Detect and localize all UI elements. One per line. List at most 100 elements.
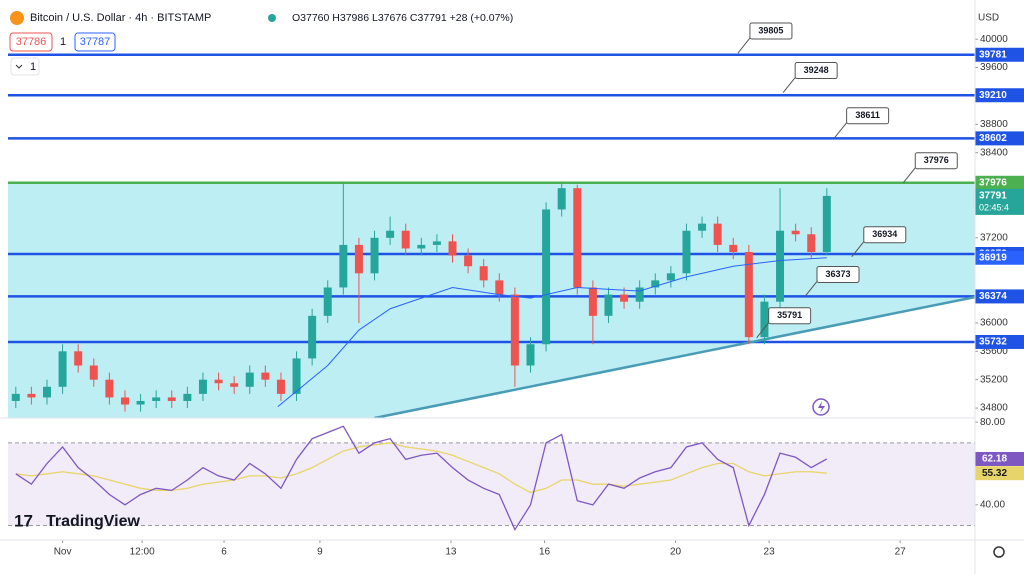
candle-body — [136, 400, 145, 405]
candle-body — [682, 230, 691, 274]
candle-body — [526, 344, 535, 366]
callout-label: 37976 — [924, 155, 949, 165]
candle-body — [230, 383, 239, 387]
candle-body — [604, 294, 613, 316]
candle-body — [479, 266, 488, 281]
indicator-count: 1 — [30, 61, 36, 73]
level-price-label — [975, 131, 1024, 146]
candle-body — [354, 244, 363, 274]
indicators-toggle[interactable] — [10, 57, 40, 76]
rsi-band — [8, 442, 975, 526]
candle-body — [698, 223, 707, 231]
x-tick-label: 13 — [445, 547, 457, 558]
rsi-value-label — [975, 466, 1024, 481]
candle-body — [542, 209, 551, 345]
sell-button[interactable] — [9, 32, 53, 52]
candle-body — [651, 280, 660, 288]
ma-price-label-text: 36919 — [979, 252, 1007, 263]
logo-text: TradingView — [46, 513, 141, 530]
candle-body — [557, 188, 566, 210]
y-tick-label: 35200 — [980, 374, 1008, 385]
rsi-tick-label: 80.00 — [980, 417, 1005, 428]
last-price-label — [975, 188, 1024, 215]
candle-body — [120, 397, 129, 405]
y-tick-label: 35600 — [980, 346, 1008, 357]
callout-box — [816, 265, 860, 283]
level-price-label — [975, 88, 1024, 103]
x-tick-label: 12:00 — [130, 547, 155, 558]
chevron — [15, 64, 23, 69]
candle-body — [729, 244, 738, 253]
callout-pointer — [737, 37, 751, 54]
callout-box — [768, 307, 812, 325]
level-price-label-text: 39210 — [979, 90, 1007, 101]
callout-pointer — [834, 122, 848, 139]
callout-label: 38611 — [855, 110, 880, 120]
level-price-label-text: 38602 — [979, 133, 1007, 144]
candle-body — [105, 379, 114, 398]
level-price-label — [975, 289, 1024, 304]
candle-body — [510, 294, 519, 366]
candle-body — [791, 230, 800, 235]
buy-button[interactable] — [74, 32, 116, 52]
callout-label: 36373 — [825, 269, 850, 279]
y-tick-label: 39600 — [980, 62, 1008, 73]
quantity: 1 — [60, 36, 66, 48]
candle-body — [776, 230, 785, 302]
candle-body — [308, 315, 317, 359]
callout-label: 35791 — [777, 310, 802, 320]
callout-label: 39805 — [758, 25, 783, 35]
candle-body — [214, 379, 223, 384]
candle-body — [339, 244, 348, 288]
last-price-text: 37791 — [979, 191, 1007, 202]
callout-pointer — [902, 167, 916, 184]
buy-price: 37787 — [80, 36, 111, 48]
candle-body — [448, 241, 457, 256]
callout-box — [863, 226, 907, 244]
y-tick-label: 38400 — [980, 147, 1008, 158]
x-tick-label: 27 — [895, 547, 907, 558]
candle-body — [152, 397, 161, 401]
y-tick-label: 37200 — [980, 232, 1008, 243]
candle-body — [588, 287, 597, 316]
callout-label: 39248 — [804, 65, 829, 75]
level-price-label — [975, 175, 1024, 190]
main-pane — [8, 53, 975, 418]
callout-pointer — [756, 322, 770, 339]
y-tick-label: 36000 — [980, 318, 1008, 329]
trendline — [374, 295, 975, 418]
candle-body — [11, 393, 20, 401]
x-tick-label: Nov — [54, 547, 72, 558]
level-price-label-text: 39781 — [979, 49, 1007, 60]
x-tick-label: 23 — [764, 547, 776, 558]
sell-price: 37786 — [16, 36, 47, 48]
callout-pointer — [804, 281, 818, 297]
callout-label: 36934 — [872, 229, 897, 239]
logo: 17 TradingView — [14, 511, 141, 530]
candle-body — [744, 252, 753, 338]
level-price-label — [975, 334, 1024, 349]
candle-body — [58, 351, 67, 387]
x-tick-label: 9 — [317, 547, 323, 558]
candle-body — [42, 386, 51, 398]
candle-body — [292, 358, 301, 394]
candle-body — [822, 195, 831, 253]
candle-body — [666, 273, 675, 281]
alert-icon[interactable] — [812, 398, 830, 416]
rsi-value-text: 55.32 — [982, 468, 1007, 479]
candle-body — [261, 372, 270, 380]
candle-body — [417, 244, 426, 249]
settings-icon[interactable] — [993, 546, 1005, 558]
symbol-title[interactable]: Bitcoin / U.S. Dollar · 4h · BITSTAMP — [30, 12, 211, 24]
y-tick-label: 38800 — [980, 119, 1008, 130]
candle-body — [620, 294, 629, 302]
candle-body — [74, 351, 83, 366]
callout-box — [794, 62, 838, 80]
candle-body — [183, 393, 192, 401]
candle-body — [370, 237, 379, 274]
candle-body — [245, 372, 254, 387]
callout-box — [846, 107, 890, 125]
countdown: 02:45:4 — [979, 202, 1009, 212]
moving-average — [277, 257, 827, 408]
currency: USD — [978, 13, 999, 24]
